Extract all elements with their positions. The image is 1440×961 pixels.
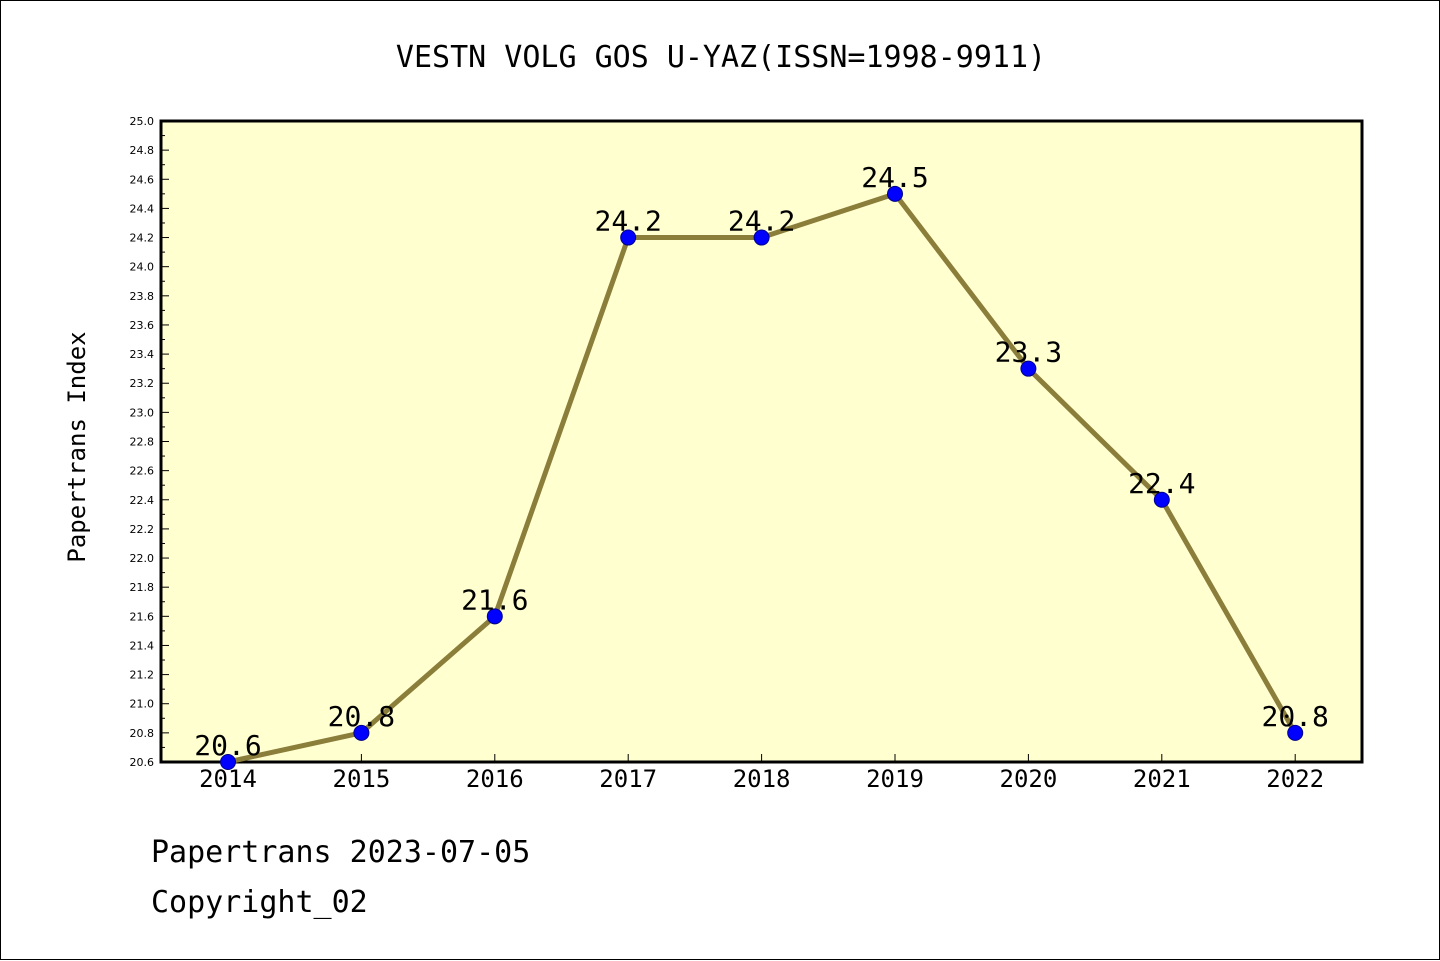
data-point-marker bbox=[220, 754, 236, 770]
footer-copyright: Copyright_02 bbox=[151, 885, 368, 920]
y-tick-label: 20.8 bbox=[130, 727, 155, 740]
x-tick-label: 2022 bbox=[1266, 765, 1324, 793]
x-tick-label: 2020 bbox=[1000, 765, 1058, 793]
data-point-label: 22.4 bbox=[1128, 467, 1195, 500]
x-tick-label: 2017 bbox=[599, 765, 657, 793]
y-tick-label: 24.4 bbox=[130, 202, 155, 215]
y-tick-label: 23.8 bbox=[130, 290, 155, 303]
x-tick-label: 2018 bbox=[733, 765, 791, 793]
y-tick-label: 22.6 bbox=[130, 465, 155, 478]
data-point-marker bbox=[753, 229, 770, 246]
y-tick-label: 23.0 bbox=[130, 406, 155, 419]
data-point-label: 23.3 bbox=[995, 336, 1062, 369]
data-point-label: 20.6 bbox=[194, 729, 261, 762]
y-tick-label: 22.2 bbox=[130, 523, 155, 536]
data-point-marker bbox=[1020, 360, 1037, 377]
y-tick-label: 24.2 bbox=[130, 232, 155, 245]
y-tick-label: 21.8 bbox=[130, 581, 155, 594]
data-point-marker bbox=[887, 185, 903, 202]
y-tick-label: 22.0 bbox=[130, 552, 155, 565]
plot-area bbox=[159, 119, 1364, 764]
data-point-label: 24.2 bbox=[594, 205, 661, 238]
chart-title: VESTN VOLG GOS U-YAZ(ISSN=1998-9911) bbox=[396, 40, 1046, 75]
y-tick-label: 23.6 bbox=[130, 319, 155, 332]
y-tick-label: 21.4 bbox=[130, 639, 155, 652]
y-tick-label: 24.0 bbox=[130, 261, 155, 274]
y-axis-label: Papertrans Index bbox=[63, 331, 91, 562]
y-tick-label: 25.0 bbox=[130, 115, 155, 128]
y-tick-label: 22.4 bbox=[130, 494, 155, 507]
data-point-label: 20.8 bbox=[1261, 700, 1328, 733]
y-tick-label: 24.6 bbox=[130, 173, 155, 186]
y-tick-label: 24.8 bbox=[130, 144, 155, 157]
y-tick-label: 23.4 bbox=[130, 348, 155, 361]
y-tick-label: 21.0 bbox=[130, 698, 155, 711]
x-tick-label: 2016 bbox=[466, 765, 524, 793]
data-point-label: 20.8 bbox=[328, 700, 395, 733]
data-point-label: 24.2 bbox=[728, 205, 795, 238]
y-tick-label: 21.6 bbox=[130, 610, 155, 623]
footer-date: Papertrans 2023-07-05 bbox=[151, 835, 531, 870]
data-point-marker bbox=[486, 608, 503, 625]
x-tick-label: 2015 bbox=[333, 765, 391, 793]
data-point-marker bbox=[1153, 491, 1170, 508]
y-tick-label: 22.8 bbox=[130, 436, 155, 449]
x-tick-label: 2021 bbox=[1133, 765, 1191, 793]
y-tick-label: 20.6 bbox=[130, 756, 155, 769]
y-tick-label: 21.2 bbox=[130, 669, 155, 682]
data-point-marker bbox=[620, 229, 637, 246]
data-point-marker bbox=[1287, 724, 1304, 741]
x-tick-label: 2019 bbox=[866, 765, 924, 793]
data-point-label: 24.5 bbox=[861, 161, 928, 194]
data-point-marker bbox=[353, 724, 370, 741]
y-tick-label: 23.2 bbox=[130, 377, 155, 390]
data-point-label: 21.6 bbox=[461, 583, 528, 616]
